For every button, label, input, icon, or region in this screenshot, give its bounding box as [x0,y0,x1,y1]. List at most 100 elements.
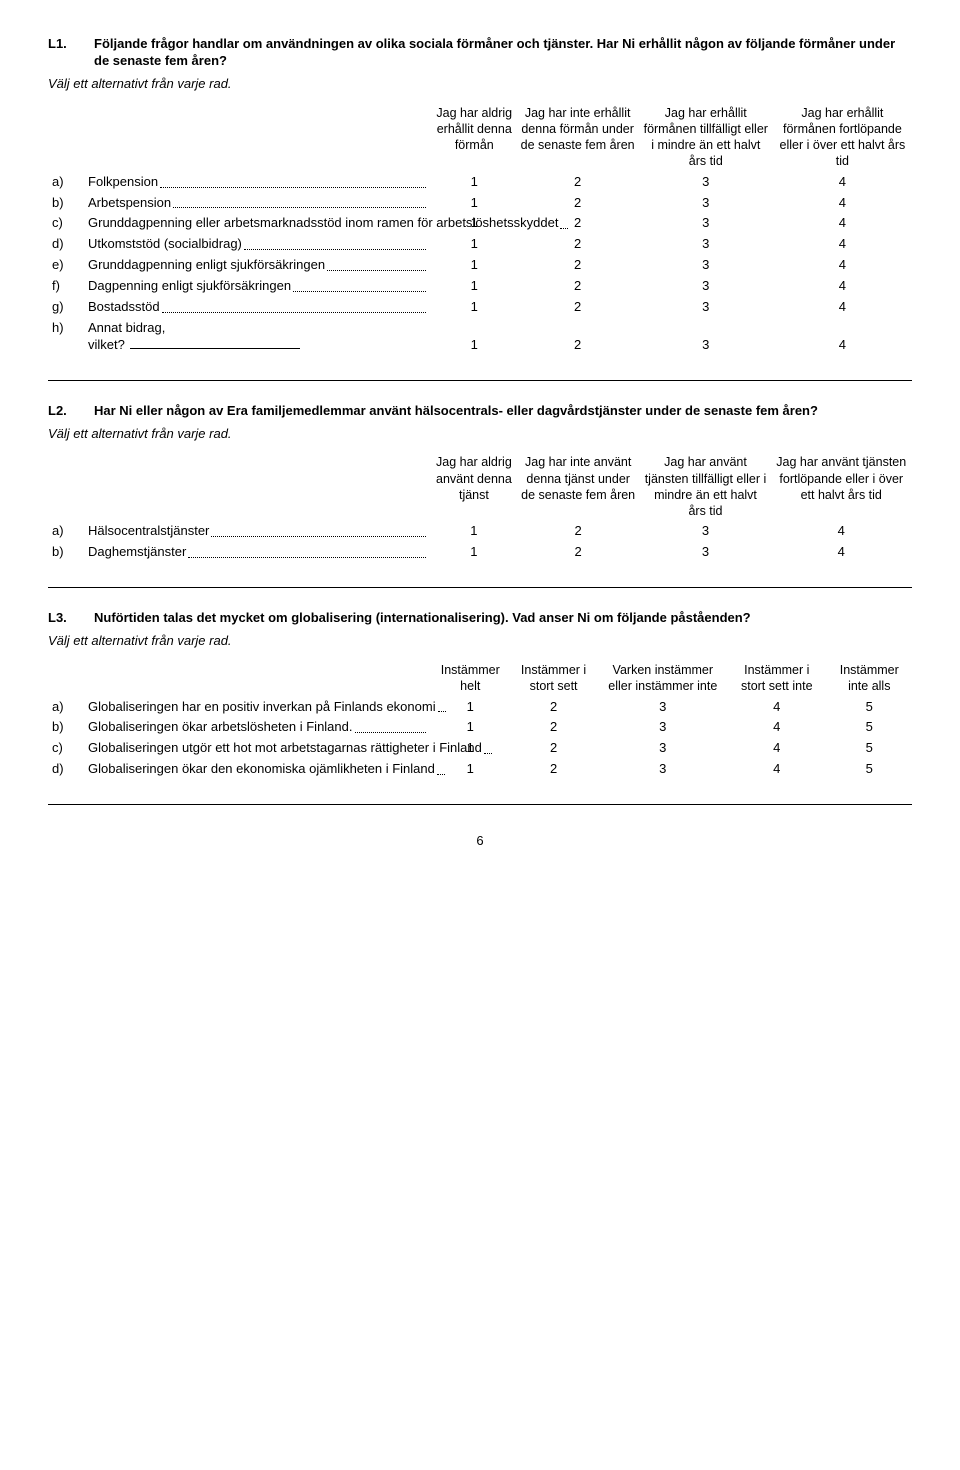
cell[interactable]: 3 [639,276,773,297]
table-row: d) Globaliseringen ökar den ekonomiska o… [48,759,912,780]
cell[interactable]: 3 [599,697,727,718]
cell[interactable]: 1 [432,697,509,718]
cell[interactable]: 4 [773,213,912,234]
question-l1: L1. Följande frågor handlar om användnin… [48,36,912,356]
cell[interactable]: 1 [432,717,509,738]
cell[interactable]: 1 [432,542,516,563]
cell[interactable]: 5 [827,759,912,780]
cell[interactable]: 5 [827,697,912,718]
cell[interactable]: 2 [517,276,639,297]
cell[interactable]: 4 [727,697,827,718]
page-number: 6 [48,833,912,850]
cell[interactable]: 1 [432,193,517,214]
table-row: b) Globaliseringen ökar arbetslösheten i… [48,717,912,738]
row-letter: a) [48,697,84,718]
row-label: Dagpenning enligt sjukförsäkringen [84,276,432,297]
cell[interactable]: 3 [599,717,727,738]
row-label: Utkomststöd (socialbidrag) [84,234,432,255]
cell[interactable]: 1 [432,297,517,318]
cell[interactable]: 4 [773,234,912,255]
l2-table: Jag har aldrig använt denna tjänst Jag h… [48,452,912,563]
cell[interactable]: 4 [773,276,912,297]
col-header: Jag har inte erhållit denna förmån under… [517,103,639,172]
cell[interactable]: 2 [517,318,639,356]
table-row: a) Folkpension 1 2 3 4 [48,172,912,193]
cell[interactable]: 1 [432,521,516,542]
cell[interactable]: 4 [770,521,912,542]
row-label: Grunddagpenning eller arbetsmarknadsstöd… [84,213,432,234]
cell[interactable]: 2 [517,193,639,214]
cell[interactable]: 2 [509,738,599,759]
cell[interactable]: 4 [727,717,827,738]
fill-in-line[interactable] [130,348,300,349]
cell[interactable]: 2 [509,697,599,718]
cell[interactable]: 4 [773,255,912,276]
cell[interactable]: 4 [773,172,912,193]
q-num: L3. [48,610,94,627]
cell[interactable]: 3 [639,172,773,193]
col-header: Instämmer helt [432,660,509,697]
row-letter: d) [48,234,84,255]
col-header: Jag har använt tjänsten tillfälligt elle… [641,452,771,521]
table-row: g) Bostadsstöd 1 2 3 4 [48,297,912,318]
row-letter: d) [48,759,84,780]
question-l2: L2. Har Ni eller någon av Era familjemed… [48,403,912,564]
q-instruction: Välj ett alternativt från varje rad. [48,633,912,650]
row-letter: g) [48,297,84,318]
cell[interactable]: 3 [599,738,727,759]
table-row: c) Grunddagpenning eller arbetsmarknadss… [48,213,912,234]
row-label: Globaliseringen ökar arbetslösheten i Fi… [84,717,432,738]
cell[interactable]: 2 [509,759,599,780]
row-label: Grunddagpenning enligt sjukförsäkringen [84,255,432,276]
table-row: h) Annat bidrag, vilket? 1 2 3 4 [48,318,912,356]
cell[interactable]: 3 [599,759,727,780]
separator [48,380,912,381]
cell[interactable]: 3 [639,255,773,276]
cell[interactable]: 3 [641,542,771,563]
q-header: L2. Har Ni eller någon av Era familjemed… [48,403,912,420]
col-header: Jag har aldrig erhållit denna förmån [432,103,517,172]
cell[interactable]: 4 [773,297,912,318]
table-row: e) Grunddagpenning enligt sjukförsäkring… [48,255,912,276]
table-row: a) Globaliseringen har en positiv inverk… [48,697,912,718]
cell[interactable]: 3 [639,297,773,318]
col-header: Instämmer i stort sett [509,660,599,697]
cell[interactable]: 1 [432,172,517,193]
row-letter: c) [48,213,84,234]
cell[interactable]: 2 [516,542,641,563]
q-header: L3. Nuförtiden talas det mycket om globa… [48,610,912,627]
cell[interactable]: 4 [727,759,827,780]
row-label: Globaliseringen ökar den ekonomiska ojäm… [84,759,432,780]
cell[interactable]: 1 [432,318,517,356]
cell[interactable]: 2 [509,717,599,738]
cell[interactable]: 1 [432,759,509,780]
cell[interactable]: 3 [639,213,773,234]
table-row: f) Dagpenning enligt sjukförsäkringen 1 … [48,276,912,297]
row-letter: b) [48,717,84,738]
cell[interactable]: 3 [641,521,771,542]
row-letter: f) [48,276,84,297]
header-row: Jag har aldrig använt denna tjänst Jag h… [48,452,912,521]
cell[interactable]: 2 [517,255,639,276]
cell[interactable]: 4 [727,738,827,759]
row-label: Hälsocentralstjänster [84,521,432,542]
cell[interactable]: 4 [773,193,912,214]
col-header: Varken instämmer eller instämmer inte [599,660,727,697]
cell[interactable]: 5 [827,717,912,738]
cell[interactable]: 3 [639,234,773,255]
cell[interactable]: 2 [517,234,639,255]
cell[interactable]: 4 [773,318,912,356]
cell[interactable]: 2 [516,521,641,542]
cell[interactable]: 1 [432,255,517,276]
q-num: L2. [48,403,94,420]
cell[interactable]: 4 [770,542,912,563]
header-row: Instämmer helt Instämmer i stort sett Va… [48,660,912,697]
cell[interactable]: 2 [517,172,639,193]
cell[interactable]: 3 [639,318,773,356]
q-instruction: Välj ett alternativt från varje rad. [48,76,912,93]
cell[interactable]: 2 [517,297,639,318]
cell[interactable]: 5 [827,738,912,759]
cell[interactable]: 1 [432,276,517,297]
cell[interactable]: 1 [432,234,517,255]
cell[interactable]: 3 [639,193,773,214]
